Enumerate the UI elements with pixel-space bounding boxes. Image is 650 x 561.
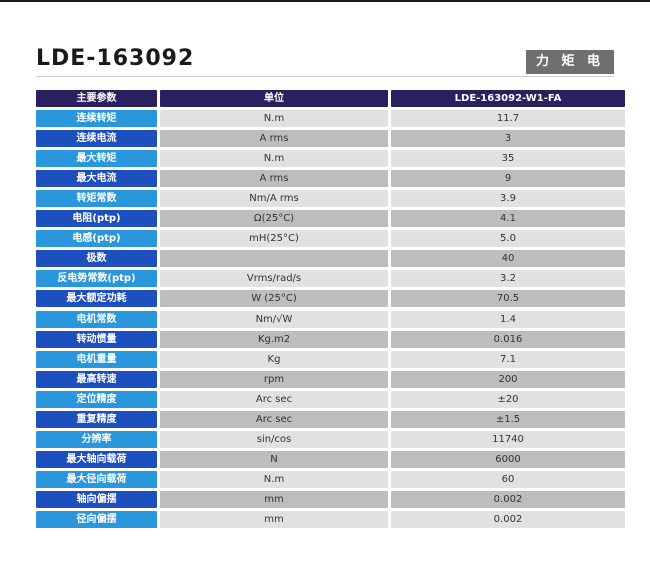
unit-cell: rpm bbox=[160, 370, 388, 388]
value-cell: 5.0 bbox=[391, 230, 625, 248]
unit-cell: sin/cos bbox=[160, 430, 388, 448]
top-border-line bbox=[0, 0, 650, 2]
param-label: 转矩常数 bbox=[36, 190, 157, 208]
unit-cell: mH(25°C) bbox=[160, 230, 388, 248]
table-row: 最大电流 A rms 9 bbox=[36, 170, 625, 188]
header-unit: 单位 bbox=[160, 90, 388, 107]
value-cell: 4.1 bbox=[391, 210, 625, 228]
value-cell: 35 bbox=[391, 150, 625, 168]
title-divider bbox=[36, 76, 614, 77]
table-row: 最大径向载荷 N.m 60 bbox=[36, 470, 625, 488]
param-label: 最大轴向载荷 bbox=[36, 450, 157, 468]
param-label: 连续电流 bbox=[36, 130, 157, 148]
param-label: 最大径向载荷 bbox=[36, 470, 157, 488]
value-cell: 3 bbox=[391, 130, 625, 148]
param-label: 电感(ptp) bbox=[36, 230, 157, 248]
table-row: 电机重量 Kg 7.1 bbox=[36, 350, 625, 368]
value-cell: 40 bbox=[391, 250, 625, 268]
table-row: 最大转矩 N.m 35 bbox=[36, 150, 625, 168]
table-row: 极数 40 bbox=[36, 250, 625, 268]
value-cell: 0.002 bbox=[391, 510, 625, 528]
table-row: 重复精度 Arc sec ±1.5 bbox=[36, 410, 625, 428]
table-body: 连续转矩 N.m 11.7 连续电流 A rms 3 最大转矩 N.m 35 最大电流 A rms 9… bbox=[36, 110, 625, 528]
param-label: 重复精度 bbox=[36, 410, 157, 428]
param-label: 最大电流 bbox=[36, 170, 157, 188]
page-title: LDE-163092 bbox=[36, 46, 195, 71]
table-row: 电机常数 Nm/√W 1.4 bbox=[36, 310, 625, 328]
table-row: 分辨率 sin/cos 11740 bbox=[36, 430, 625, 448]
table-row: 径向偏摆 mm 0.002 bbox=[36, 510, 625, 528]
value-cell: ±20 bbox=[391, 390, 625, 408]
table-row: 电感(ptp) mH(25°C) 5.0 bbox=[36, 230, 625, 248]
value-cell: 3.2 bbox=[391, 270, 625, 288]
param-label: 最高转速 bbox=[36, 370, 157, 388]
value-cell: ±1.5 bbox=[391, 410, 625, 428]
unit-cell: A rms bbox=[160, 170, 388, 188]
value-cell: 0.002 bbox=[391, 490, 625, 508]
table-row: 连续转矩 N.m 11.7 bbox=[36, 110, 625, 128]
param-label: 最大转矩 bbox=[36, 150, 157, 168]
table-row: 转动惯量 Kg.m2 0.016 bbox=[36, 330, 625, 348]
unit-cell: Kg.m2 bbox=[160, 330, 388, 348]
value-cell: 200 bbox=[391, 370, 625, 388]
param-label: 最大额定功耗 bbox=[36, 290, 157, 308]
value-cell: 6000 bbox=[391, 450, 625, 468]
unit-cell: mm bbox=[160, 510, 388, 528]
unit-cell: Arc sec bbox=[160, 410, 388, 428]
unit-cell: W (25°C) bbox=[160, 290, 388, 308]
unit-cell: mm bbox=[160, 490, 388, 508]
table-row: 电阻(ptp) Ω(25°C) 4.1 bbox=[36, 210, 625, 228]
value-cell: 1.4 bbox=[391, 310, 625, 328]
value-cell: 60 bbox=[391, 470, 625, 488]
category-badge: 力 矩 电 机 bbox=[526, 50, 614, 93]
unit-cell: N.m bbox=[160, 110, 388, 128]
param-label: 电阻(ptp) bbox=[36, 210, 157, 228]
table-row: 转矩常数 Nm/A rms 3.9 bbox=[36, 190, 625, 208]
value-cell: 9 bbox=[391, 170, 625, 188]
unit-cell: Arc sec bbox=[160, 390, 388, 408]
unit-cell: Nm/A rms bbox=[160, 190, 388, 208]
table-row: 反电势常数(ptp) Vrms/rad/s 3.2 bbox=[36, 270, 625, 288]
table-row: 连续电流 A rms 3 bbox=[36, 130, 625, 148]
header-model: LDE-163092-W1-FA bbox=[391, 90, 625, 107]
unit-cell bbox=[160, 250, 388, 268]
table-header-row: 主要参数 单位 LDE-163092-W1-FA bbox=[36, 90, 625, 107]
value-cell: 7.1 bbox=[391, 350, 625, 368]
unit-cell: N bbox=[160, 450, 388, 468]
header-param: 主要参数 bbox=[36, 90, 157, 107]
table-row: 最大轴向载荷 N 6000 bbox=[36, 450, 625, 468]
param-label: 电机常数 bbox=[36, 310, 157, 328]
unit-cell: A rms bbox=[160, 130, 388, 148]
param-label: 反电势常数(ptp) bbox=[36, 270, 157, 288]
param-label: 电机重量 bbox=[36, 350, 157, 368]
value-cell: 11740 bbox=[391, 430, 625, 448]
unit-cell: Ω(25°C) bbox=[160, 210, 388, 228]
param-label: 连续转矩 bbox=[36, 110, 157, 128]
param-label: 轴向偏摆 bbox=[36, 490, 157, 508]
unit-cell: Vrms/rad/s bbox=[160, 270, 388, 288]
param-label: 定位精度 bbox=[36, 390, 157, 408]
value-cell: 0.016 bbox=[391, 330, 625, 348]
table-row: 轴向偏摆 mm 0.002 bbox=[36, 490, 625, 508]
unit-cell: Nm/√W bbox=[160, 310, 388, 328]
value-cell: 3.9 bbox=[391, 190, 625, 208]
param-label: 分辨率 bbox=[36, 430, 157, 448]
table-row: 定位精度 Arc sec ±20 bbox=[36, 390, 625, 408]
param-label: 径向偏摆 bbox=[36, 510, 157, 528]
spec-table: 主要参数 单位 LDE-163092-W1-FA 连续转矩 N.m 11.7 连续电流… bbox=[36, 90, 625, 531]
table-row: 最大额定功耗 W (25°C) 70.5 bbox=[36, 290, 625, 308]
value-cell: 70.5 bbox=[391, 290, 625, 308]
unit-cell: N.m bbox=[160, 470, 388, 488]
param-label: 极数 bbox=[36, 250, 157, 268]
unit-cell: N.m bbox=[160, 150, 388, 168]
value-cell: 11.7 bbox=[391, 110, 625, 128]
table-row: 最高转速 rpm 200 bbox=[36, 370, 625, 388]
unit-cell: Kg bbox=[160, 350, 388, 368]
param-label: 转动惯量 bbox=[36, 330, 157, 348]
